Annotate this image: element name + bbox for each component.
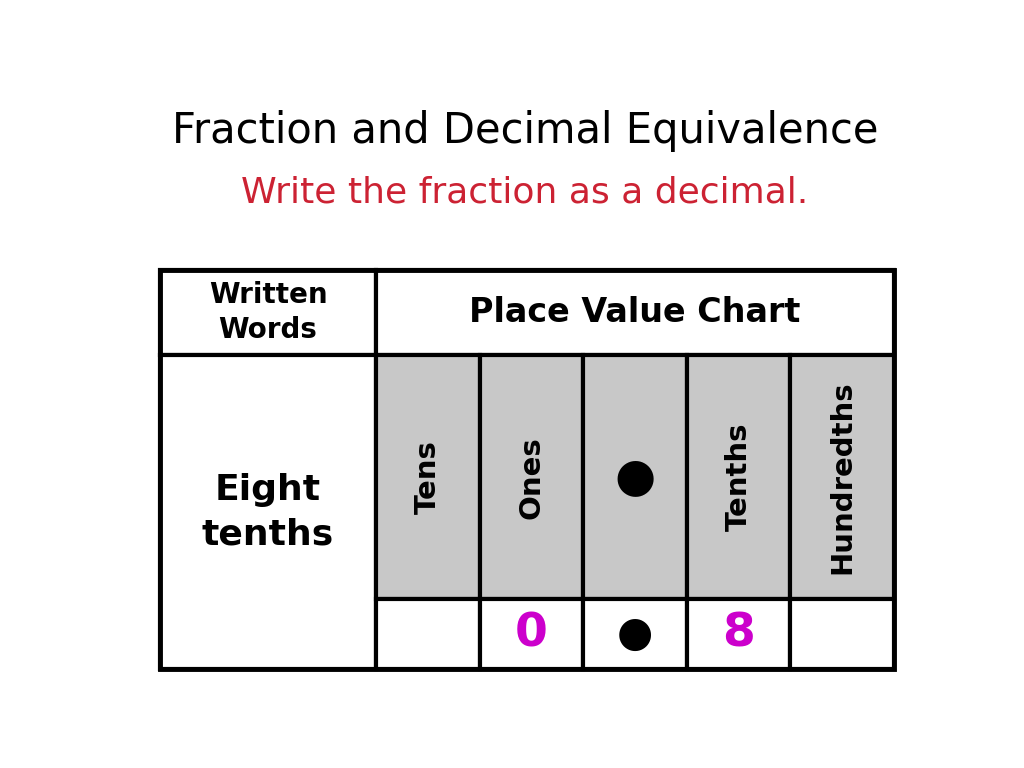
Bar	[376, 270, 894, 356]
Text: Tenths: Tenths	[725, 423, 753, 531]
Bar	[376, 599, 480, 669]
Bar	[687, 599, 791, 669]
Bar	[584, 356, 687, 599]
Text: Tens: Tens	[414, 440, 442, 514]
Bar	[160, 356, 376, 669]
Text: ●: ●	[616, 613, 653, 655]
Text: Fraction and Decimal Equivalence: Fraction and Decimal Equivalence	[172, 110, 878, 151]
Bar	[160, 270, 376, 356]
Text: 0: 0	[515, 611, 548, 657]
Bar	[791, 356, 894, 599]
Bar	[687, 356, 791, 599]
Text: ●: ●	[614, 455, 655, 500]
Bar	[791, 599, 894, 669]
Text: Ones: Ones	[517, 435, 546, 518]
Text: Write the fraction as a decimal.: Write the fraction as a decimal.	[242, 176, 808, 210]
Bar	[480, 599, 584, 669]
Text: 8: 8	[722, 611, 755, 657]
Text: Hundredths: Hundredths	[828, 380, 856, 574]
Bar	[160, 270, 894, 669]
Text: Eight
tenths: Eight tenths	[202, 472, 334, 551]
Text: Written
Words: Written Words	[209, 281, 328, 344]
Text: Place Value Chart: Place Value Chart	[469, 296, 801, 329]
Bar	[376, 356, 480, 599]
Bar	[480, 356, 584, 599]
Bar	[584, 599, 687, 669]
